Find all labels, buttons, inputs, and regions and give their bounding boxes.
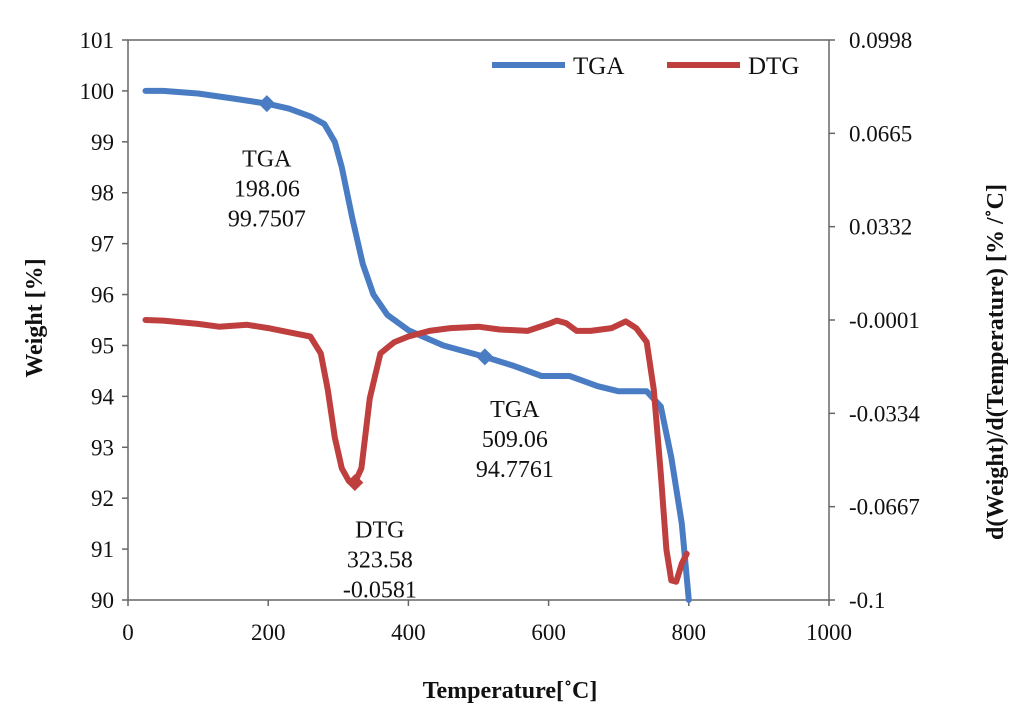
y-tick-label: 94 bbox=[91, 384, 115, 409]
legend-label-tga: TGA bbox=[573, 53, 624, 80]
series-line-tga bbox=[142, 87, 692, 603]
legend-label-dtg: DTG bbox=[748, 53, 799, 80]
annotation-label: TGA 509.06 94.7761 bbox=[476, 397, 554, 483]
x-tick-label: 600 bbox=[531, 620, 566, 645]
y-tick-label: 96 bbox=[91, 283, 114, 308]
annotation-marker bbox=[346, 474, 364, 492]
y-axis-ticks: 90 91 92 93 94 95 96 97 98 99 100 101 bbox=[80, 28, 128, 613]
annotation-marker bbox=[476, 348, 494, 366]
y2-tick-label: -0.0334 bbox=[849, 401, 920, 426]
annotation-label: DTG 323.58 -0.0581 bbox=[343, 518, 417, 604]
legend: TGA DTG bbox=[492, 53, 799, 80]
series-layer bbox=[142, 87, 692, 603]
y2-tick-label: 0.0998 bbox=[849, 28, 912, 53]
markers-layer bbox=[258, 95, 494, 492]
y2-tick-label: 0.0332 bbox=[849, 215, 912, 240]
y2-tick-label: -0.0001 bbox=[849, 308, 920, 333]
x-tick-label: 200 bbox=[251, 620, 286, 645]
y2-tick-label: 0.0665 bbox=[849, 121, 912, 146]
y-tick-label: 95 bbox=[91, 333, 114, 358]
y2-axis-title: d(Weight)/d(Temperature) [% /˚C] bbox=[983, 184, 1009, 540]
y-tick-label: 98 bbox=[91, 181, 114, 206]
x-axis-ticks: 0 200 400 600 800 1000 bbox=[122, 600, 852, 645]
annotations-layer: TGA 198.06 99.7507 TGA 509.06 94.7761 DTG 323.5… bbox=[228, 147, 554, 604]
x-tick-label: 400 bbox=[391, 620, 426, 645]
y2-axis-ticks: -0.1 -0.0667 -0.0334 -0.0001 0.0332 0.0665 0.0… bbox=[829, 28, 920, 613]
y-tick-label: 101 bbox=[80, 28, 115, 53]
y-tick-label: 100 bbox=[80, 79, 115, 104]
y-tick-label: 97 bbox=[91, 232, 114, 257]
y-tick-label: 90 bbox=[91, 588, 114, 613]
x-tick-label: 1000 bbox=[806, 620, 852, 645]
series-line-dtg bbox=[142, 317, 690, 585]
annotation-label: TGA 198.06 99.7507 bbox=[228, 147, 306, 233]
annotation-marker bbox=[258, 95, 276, 113]
x-tick-label: 0 bbox=[122, 620, 134, 645]
y-tick-label: 99 bbox=[91, 130, 114, 155]
plot-area bbox=[127, 39, 830, 601]
x-tick-label: 800 bbox=[672, 620, 707, 645]
y-tick-label: 92 bbox=[91, 486, 114, 511]
y-tick-label: 93 bbox=[91, 435, 114, 460]
y-axis-title: Weight [%] bbox=[22, 258, 48, 377]
x-axis-title: Temperature[˚C] bbox=[423, 678, 598, 704]
y2-tick-label: -0.1 bbox=[849, 588, 885, 613]
y-tick-label: 91 bbox=[91, 537, 114, 562]
y2-tick-label: -0.0667 bbox=[849, 495, 920, 520]
